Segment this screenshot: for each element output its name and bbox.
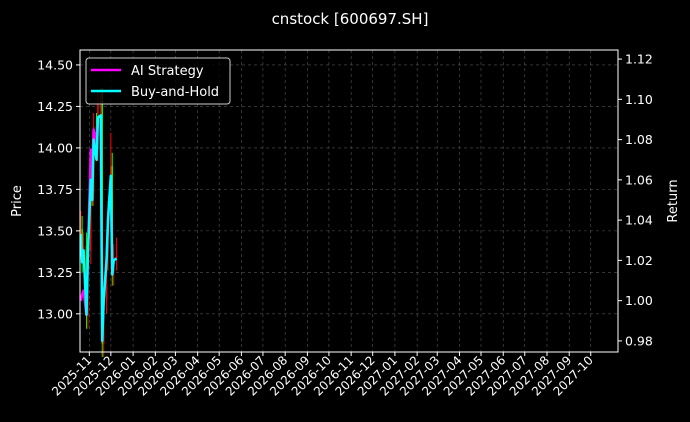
y-axis-left: 13.00 13.25 13.50 13.75 14.00 14.25 14.50 (37, 57, 80, 321)
y-tick-label-right: 1.00 (625, 293, 653, 308)
chart-title: cnstock [600697.SH] (272, 10, 429, 28)
y-label-right: Return (666, 179, 681, 222)
y-tick-label-left: 14.25 (37, 99, 73, 114)
y-axis-right: 0.98 1.00 1.02 1.04 1.06 1.08 1.10 1.12 (618, 52, 653, 348)
y-tick-label-right: 1.02 (625, 253, 653, 268)
y-tick-label-left: 13.00 (37, 306, 73, 321)
legend-label-ai-strategy: AI Strategy (131, 64, 204, 79)
y-tick-label-right: 0.98 (625, 333, 653, 348)
series-line-buy-and-hold (79, 114, 118, 343)
y-tick-label-left: 13.75 (37, 182, 73, 197)
y-tick-label-right: 1.04 (625, 213, 653, 228)
y-tick-label-left: 13.25 (37, 265, 73, 280)
series-lines (79, 114, 118, 343)
candle-body (115, 255, 118, 258)
y-tick-label-right: 1.10 (625, 92, 653, 107)
y-tick-label-left: 14.50 (37, 57, 73, 72)
legend-label-buy-and-hold: Buy-and-Hold (131, 85, 219, 100)
grid (80, 50, 618, 352)
y-tick-label-right: 1.08 (625, 132, 653, 147)
axes-frame (79, 49, 619, 353)
legend: AI Strategy Buy-and-Hold (85, 57, 231, 105)
legend-box (85, 57, 231, 105)
y-label-left: Price (10, 185, 25, 217)
y-tick-label-right: 1.06 (625, 172, 653, 187)
y-tick-label-left: 13.50 (37, 223, 73, 238)
x-axis: 2025-112025-122026-012026-022026-032026-… (49, 352, 596, 399)
candle-body (105, 257, 108, 301)
candle-body (80, 229, 82, 240)
y-tick-label-left: 14.00 (37, 140, 73, 155)
y-tick-label-right: 1.12 (625, 52, 653, 67)
